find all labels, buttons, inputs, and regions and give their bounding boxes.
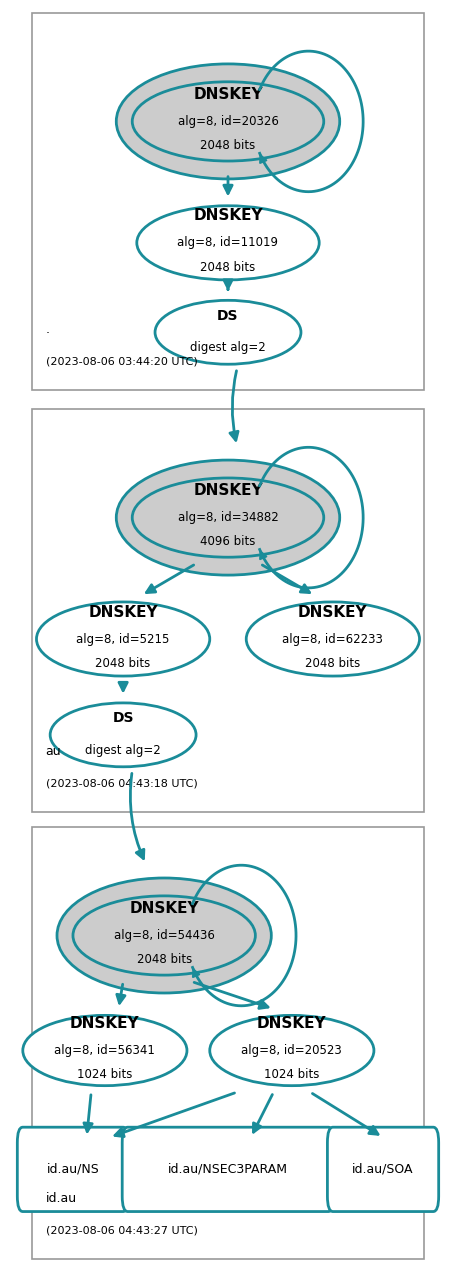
Text: alg=8, id=5215: alg=8, id=5215 [76,633,169,645]
Text: (2023-08-06 03:44:20 UTC): (2023-08-06 03:44:20 UTC) [46,357,197,367]
Ellipse shape [132,478,323,557]
Text: digest alg=2: digest alg=2 [85,744,161,757]
Text: DNSKEY: DNSKEY [129,901,198,916]
Text: id.au/NS: id.au/NS [46,1163,99,1176]
Ellipse shape [246,602,419,676]
Ellipse shape [50,703,196,767]
Ellipse shape [23,1015,187,1086]
Text: alg=8, id=11019: alg=8, id=11019 [177,236,278,249]
FancyBboxPatch shape [122,1127,333,1212]
Ellipse shape [73,896,255,975]
Text: alg=8, id=62233: alg=8, id=62233 [282,633,383,645]
Text: DNSKEY: DNSKEY [193,208,262,224]
Text: DNSKEY: DNSKEY [193,483,262,498]
Text: 1024 bits: 1024 bits [77,1068,132,1081]
Text: id.au/NSEC3PARAM: id.au/NSEC3PARAM [167,1163,288,1176]
Text: DNSKEY: DNSKEY [70,1016,139,1031]
Ellipse shape [155,300,300,364]
Text: .: . [46,323,50,336]
Ellipse shape [116,64,339,179]
Text: 2048 bits: 2048 bits [200,139,255,152]
Ellipse shape [136,206,318,280]
Text: id.au/SOA: id.au/SOA [352,1163,413,1176]
Text: DNSKEY: DNSKEY [193,87,262,102]
Text: alg=8, id=34882: alg=8, id=34882 [177,511,278,524]
Ellipse shape [36,602,209,676]
Text: 1024 bits: 1024 bits [263,1068,319,1081]
FancyBboxPatch shape [17,1127,128,1212]
Text: 2048 bits: 2048 bits [200,261,255,273]
Text: id.au: id.au [46,1192,76,1205]
Text: alg=8, id=20326: alg=8, id=20326 [177,115,278,128]
Text: au: au [46,745,61,758]
Text: alg=8, id=54436: alg=8, id=54436 [113,929,214,942]
Text: 2048 bits: 2048 bits [95,657,151,670]
Ellipse shape [57,878,271,993]
Text: alg=8, id=20523: alg=8, id=20523 [241,1044,341,1057]
Text: digest alg=2: digest alg=2 [190,341,265,354]
FancyBboxPatch shape [32,13,423,390]
Ellipse shape [209,1015,373,1086]
Text: (2023-08-06 04:43:18 UTC): (2023-08-06 04:43:18 UTC) [46,778,197,789]
Text: 2048 bits: 2048 bits [136,953,192,966]
FancyBboxPatch shape [32,409,423,812]
Text: DS: DS [112,712,134,725]
Text: DNSKEY: DNSKEY [257,1016,326,1031]
Text: (2023-08-06 04:43:27 UTC): (2023-08-06 04:43:27 UTC) [46,1226,197,1236]
Text: 2048 bits: 2048 bits [304,657,360,670]
FancyBboxPatch shape [32,827,423,1259]
Ellipse shape [132,82,323,161]
Text: alg=8, id=56341: alg=8, id=56341 [54,1044,155,1057]
Text: DS: DS [217,309,238,322]
Ellipse shape [116,460,339,575]
Text: DNSKEY: DNSKEY [298,604,367,620]
Text: 4096 bits: 4096 bits [200,535,255,548]
Text: DNSKEY: DNSKEY [88,604,157,620]
FancyBboxPatch shape [327,1127,438,1212]
